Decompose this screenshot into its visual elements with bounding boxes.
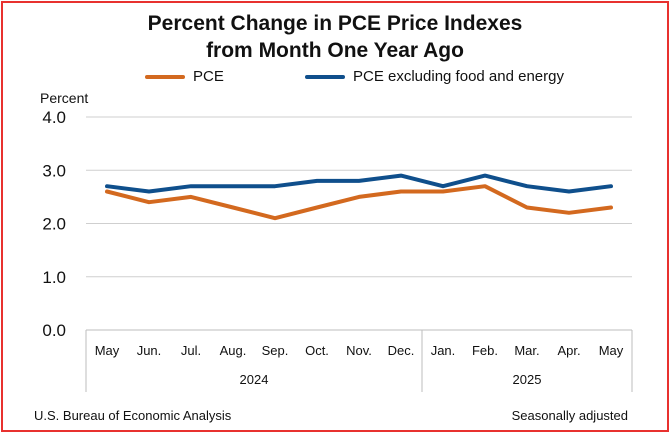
- x-tick-label: Nov.: [346, 343, 372, 358]
- x-tick-label: Mar.: [514, 343, 539, 358]
- x-tick-label: Jan.: [431, 343, 456, 358]
- x-tick-label: May: [599, 343, 624, 358]
- chart-title: Percent Change in PCE Price Indexes from…: [0, 10, 670, 64]
- y-tick-label: 3.0: [42, 161, 66, 180]
- chart-title-line-2: from Month One Year Ago: [206, 39, 464, 62]
- y-tick-label: 2.0: [42, 215, 66, 234]
- source-note: U.S. Bureau of Economic Analysis: [34, 408, 232, 423]
- year-group-label: 2024: [240, 372, 269, 387]
- y-tick-label: 0.0: [42, 321, 66, 340]
- y-axis-label: Percent: [40, 90, 88, 106]
- legend-item-pce-core: PCE excluding food and energy: [305, 68, 564, 85]
- series-line-pce-core: [105, 173, 613, 194]
- x-tick-label: Oct.: [305, 343, 329, 358]
- chart-title-line-1: Percent Change in PCE Price Indexes: [147, 12, 523, 35]
- x-tick-label: May: [95, 343, 120, 358]
- legend-swatch-pce-core: [305, 74, 345, 79]
- legend-label-pce-core: PCE excluding food and energy: [353, 68, 564, 85]
- x-tick-label: Dec.: [388, 343, 415, 358]
- x-tick-label: Aug.: [220, 343, 247, 358]
- y-tick-label: 1.0: [42, 268, 66, 287]
- year-group-label: 2025: [513, 372, 542, 387]
- x-tick-label: Jun.: [137, 343, 162, 358]
- x-tick-label: Feb.: [472, 343, 498, 358]
- chart-legend: PCE PCE excluding food and energy: [0, 68, 670, 92]
- series-line-pce: [105, 184, 613, 221]
- x-tick-label: Jul.: [181, 343, 201, 358]
- legend-swatch-pce: [145, 74, 185, 79]
- legend-item-pce: PCE: [145, 68, 224, 85]
- y-tick-label: 4.0: [42, 108, 66, 127]
- x-tick-label: Apr.: [557, 343, 580, 358]
- seasonal-note: Seasonally adjusted: [511, 408, 628, 423]
- x-tick-label: Sep.: [262, 343, 289, 358]
- legend-label-pce: PCE: [193, 68, 224, 85]
